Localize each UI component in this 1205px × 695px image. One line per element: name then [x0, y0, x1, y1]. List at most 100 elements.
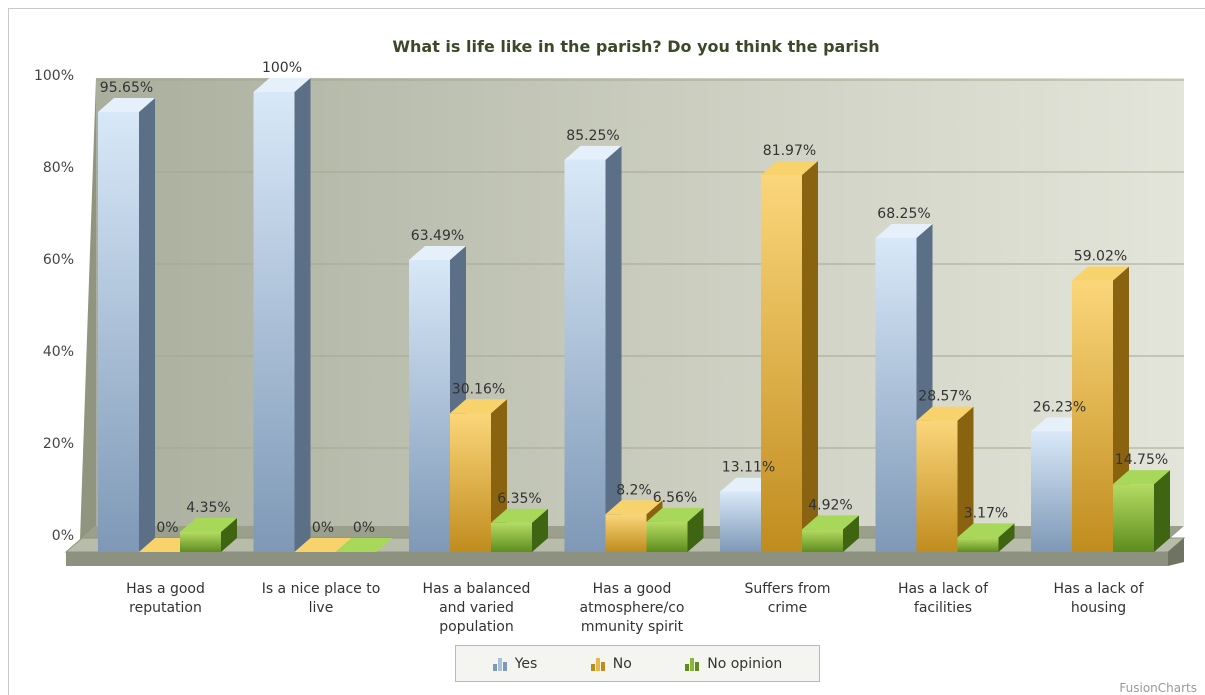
bar-no-side — [802, 160, 818, 553]
bar-no-front — [761, 174, 802, 553]
bar-no-top — [1072, 266, 1129, 281]
bar-no-opinion — [335, 538, 393, 552]
y-tick-label: 100% — [34, 68, 74, 84]
value-label: 85.25% — [566, 128, 619, 144]
bar-no-top — [450, 399, 507, 414]
bar-no — [761, 160, 818, 553]
bar-no-top — [761, 160, 818, 175]
legend: Yes No No opinion — [455, 645, 820, 682]
chart-frame — [8, 8, 1205, 695]
bar-no-front — [450, 413, 491, 552]
bar-no — [294, 538, 352, 552]
bar-yes-front — [98, 112, 139, 552]
bar-no-top — [916, 406, 974, 421]
bar-yes-top — [98, 98, 155, 113]
value-label: 13.11% — [722, 460, 775, 476]
bar-chart-icon — [590, 657, 605, 671]
bar-no — [1072, 266, 1129, 552]
bar-yes-side — [605, 145, 622, 552]
value-label: 0% — [312, 520, 334, 536]
x-axis: Has a good reputation Is a nice place to li… — [126, 581, 1145, 635]
y-tick-label: 40% — [43, 344, 74, 360]
bar-yes-top — [564, 145, 622, 160]
legend-item-no[interactable]: No — [590, 655, 632, 672]
bar-no-opinion-top — [335, 538, 393, 552]
y-tick-label: 60% — [43, 252, 74, 268]
bars — [98, 78, 1170, 553]
bar-yes-front — [253, 92, 295, 552]
value-label: 4.92% — [808, 497, 852, 513]
bar-yes-front — [564, 159, 606, 552]
y-tick-label: 80% — [43, 160, 74, 176]
bar-yes-top — [253, 78, 311, 92]
bar-yes-front — [720, 491, 761, 552]
bar-no-opinion-top — [802, 515, 859, 530]
value-label: 0% — [353, 520, 375, 536]
plot-left-wall — [80, 78, 96, 540]
y-axis: 0% 20% 40% 60% 80% 100% — [34, 68, 74, 544]
bar-no-opinion — [180, 517, 237, 552]
value-label: 14.75% — [1115, 452, 1168, 468]
bar-no-opinion-top — [646, 507, 704, 522]
legend-label-yes: Yes — [514, 655, 538, 672]
bar-no — [450, 399, 507, 552]
bar-chart-icon — [685, 657, 700, 671]
bar-no-front — [1072, 280, 1113, 552]
category-label: Suffers from crime — [744, 581, 830, 616]
value-label: 68.25% — [877, 206, 930, 222]
category-label: Has a good atmosphere/co mmunity spirit — [580, 581, 685, 635]
value-label: 6.35% — [497, 491, 541, 507]
bar-no-opinion — [957, 523, 1015, 552]
bar-yes — [253, 78, 311, 552]
bar-no-opinion-side — [221, 517, 237, 552]
value-label: 0% — [156, 520, 178, 536]
bar-no-opinion-top — [957, 523, 1015, 538]
bar-no-top — [605, 500, 663, 515]
legend-label-no-opinion: No opinion — [707, 655, 783, 672]
y-tick-label: 0% — [52, 528, 74, 544]
bar-chart-icon — [492, 657, 507, 671]
bar-yes-side — [139, 98, 155, 552]
chart-title: What is life like in the parish? Do you … — [392, 37, 879, 56]
bar-no-opinion-side — [998, 523, 1015, 552]
bar-yes-top — [875, 224, 933, 239]
bar-no-opinion — [802, 515, 859, 552]
bar-yes — [564, 145, 622, 552]
bar-no-side — [957, 406, 974, 552]
value-label: 4.35% — [186, 500, 230, 516]
bar-yes — [98, 98, 155, 552]
category-label: Has a lack of housing — [1053, 581, 1144, 616]
bar-no — [916, 406, 974, 552]
bar-no — [605, 500, 663, 552]
bar-no-opinion-front — [646, 521, 688, 552]
floor-front — [66, 552, 1168, 566]
value-label: 95.65% — [100, 80, 153, 96]
value-label: 8.2% — [616, 482, 652, 498]
bar-yes-top — [409, 245, 466, 260]
bar-yes-front — [1031, 431, 1072, 552]
plot-background — [80, 78, 1184, 540]
bar-no-opinion — [646, 507, 704, 552]
bar-no-front — [605, 514, 647, 552]
credit-text: FusionCharts — [1119, 681, 1197, 695]
value-label: 28.57% — [918, 389, 971, 405]
value-label: 59.02% — [1074, 249, 1127, 265]
bar-no-opinion — [1113, 470, 1170, 552]
bar-yes-front — [875, 238, 917, 553]
legend-item-yes[interactable]: Yes — [492, 655, 538, 672]
bar-no-front — [916, 420, 958, 552]
legend-label-no: No — [612, 655, 632, 672]
bar-no-opinion-top — [491, 508, 548, 523]
value-label: 3.17% — [964, 505, 1008, 521]
value-label: 63.49% — [411, 228, 464, 244]
legend-item-no-opinion[interactable]: No opinion — [685, 656, 782, 672]
bar-no-opinion-side — [843, 515, 859, 552]
value-label: 30.16% — [452, 381, 505, 397]
bar-no-top — [294, 538, 352, 552]
value-labels: 95.65% 0% 4.35% 100% 0% 0% 63.49% 30.16% 6.35% 85… — [100, 60, 1168, 536]
bar-no-opinion-front — [180, 531, 221, 552]
y-tick-label: 20% — [43, 436, 74, 452]
bar-no-opinion-front — [957, 537, 999, 552]
bar-yes-front — [409, 259, 450, 552]
